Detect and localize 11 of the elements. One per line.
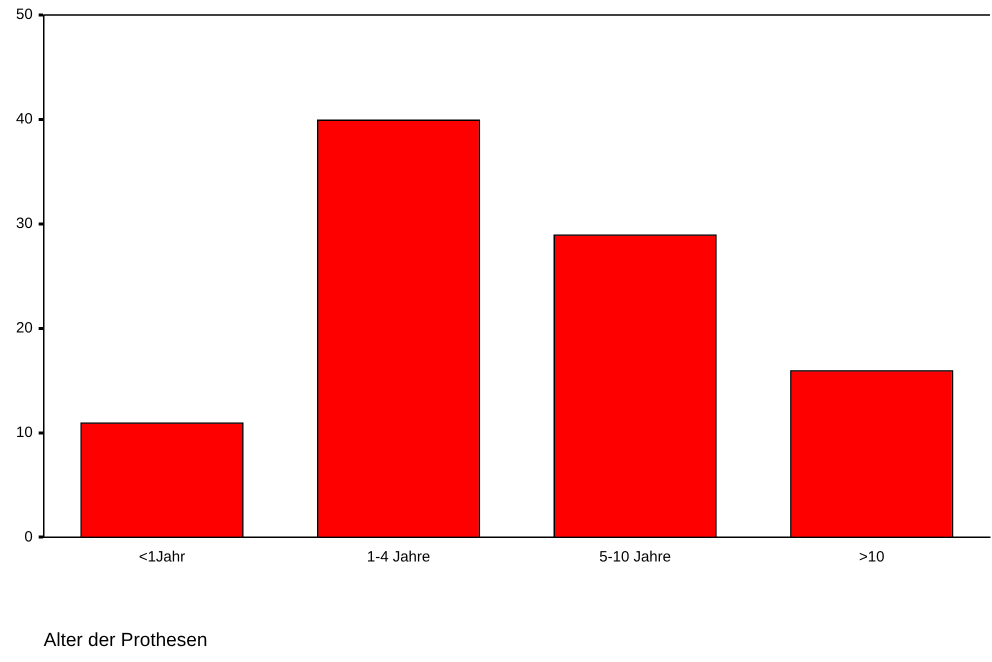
y-tick-label: 30: [16, 215, 33, 232]
x-tick-label: 1-4 Jahre: [366, 548, 430, 566]
y-tick-label: 0: [24, 528, 33, 546]
y-tick-label: 50: [16, 6, 33, 24]
x-tick-label: 5-10 Jahre: [599, 548, 671, 566]
x-tick-label: >10: [858, 548, 884, 566]
x-tick-label: <1Jahr: [138, 548, 186, 566]
y-tick-label: 20: [16, 319, 33, 336]
y-tick-label: 10: [16, 424, 33, 441]
x-axis-title: Alter der Prothesen: [44, 630, 208, 651]
y-tick-label: 40: [16, 110, 33, 128]
